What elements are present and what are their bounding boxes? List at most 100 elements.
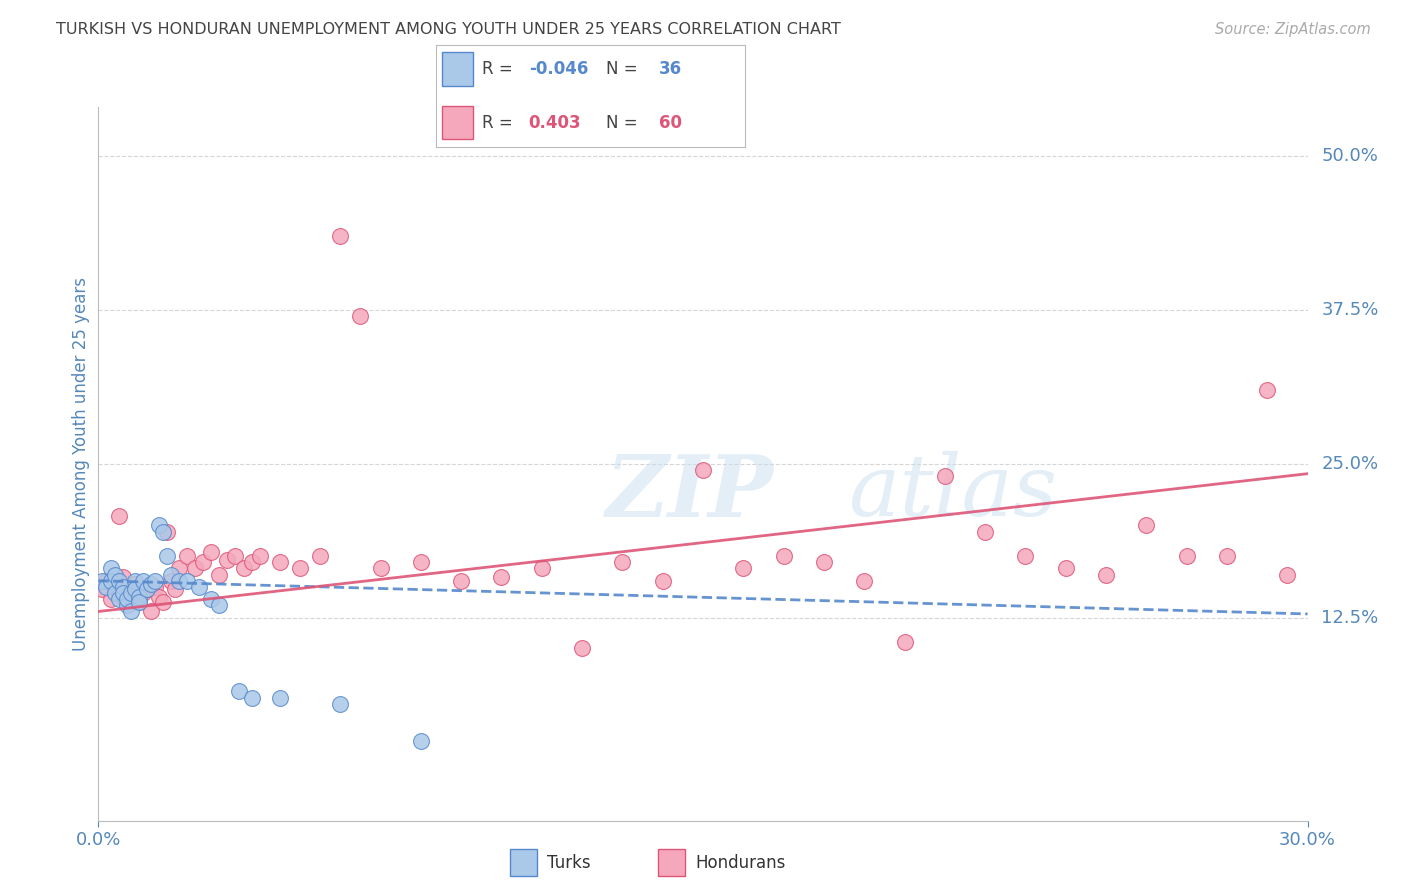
Point (128, 590, 150, 604)
Point (107, 586, 129, 600)
Point (288, 561, 311, 575)
Point (107, 574, 129, 588)
Point (115, 592, 138, 607)
Point (772, 549, 794, 563)
Point (893, 635, 915, 649)
Text: ZIP: ZIP (606, 450, 775, 534)
Point (156, 524, 179, 539)
Point (115, 582, 138, 597)
Point (120, 586, 142, 600)
Point (120, 605, 142, 619)
Text: -0.046: -0.046 (529, 61, 588, 78)
Text: 36: 36 (658, 61, 682, 78)
Point (167, 574, 190, 588)
Point (103, 586, 125, 600)
Point (135, 582, 157, 597)
Point (139, 605, 162, 619)
Point (96, 574, 118, 588)
Point (651, 574, 673, 588)
Point (160, 574, 183, 588)
Point (208, 599, 231, 613)
Point (167, 561, 190, 575)
Point (571, 641, 593, 656)
Text: 25.0%: 25.0% (1322, 455, 1379, 473)
Text: 50.0%: 50.0% (1322, 147, 1378, 165)
Text: N =: N = (606, 61, 643, 78)
Point (96, 580, 118, 594)
Point (152, 594, 174, 608)
Point (176, 574, 198, 588)
Point (107, 592, 129, 607)
Y-axis label: Unemployment Among Youth under 25 years: Unemployment Among Youth under 25 years (72, 277, 90, 651)
Point (200, 545, 222, 559)
Point (1277, 567, 1299, 582)
Text: R =: R = (482, 113, 523, 131)
Point (974, 524, 997, 539)
Point (100, 561, 122, 575)
Point (111, 580, 134, 594)
Point (1054, 561, 1077, 575)
Text: atlas: atlas (848, 451, 1057, 533)
Point (156, 549, 179, 563)
Point (143, 580, 166, 594)
Point (200, 592, 222, 607)
Point (176, 549, 198, 563)
Point (692, 463, 714, 477)
Point (329, 229, 352, 244)
Text: 0.403: 0.403 (529, 113, 581, 131)
Point (148, 518, 170, 533)
Point (124, 577, 146, 591)
Point (103, 567, 125, 582)
Point (139, 577, 162, 591)
Point (1135, 518, 1157, 533)
Point (269, 690, 291, 705)
Point (1256, 383, 1278, 397)
Point (249, 549, 271, 563)
Point (409, 733, 432, 747)
Point (813, 555, 835, 569)
Point (1175, 549, 1198, 563)
Point (163, 582, 186, 597)
Point (128, 594, 150, 608)
Text: N =: N = (606, 113, 643, 131)
Point (269, 555, 291, 569)
Point (188, 580, 211, 594)
Point (349, 309, 371, 323)
Point (132, 574, 155, 588)
Point (91, 574, 114, 588)
Point (853, 574, 876, 588)
Text: 12.5%: 12.5% (1322, 608, 1379, 627)
Text: 60: 60 (658, 113, 682, 131)
Point (217, 553, 239, 567)
Point (100, 592, 122, 607)
Point (128, 594, 150, 608)
Point (224, 549, 246, 563)
Point (612, 555, 634, 569)
Text: Source: ZipAtlas.com: Source: ZipAtlas.com (1215, 22, 1371, 37)
Point (111, 586, 134, 600)
Point (193, 555, 215, 569)
Text: Turks: Turks (547, 854, 591, 871)
Point (152, 524, 174, 539)
Point (103, 580, 125, 594)
Point (111, 570, 134, 584)
Point (132, 586, 155, 600)
Point (733, 561, 755, 575)
Point (240, 555, 263, 569)
Point (160, 567, 183, 582)
Point (240, 690, 263, 705)
Point (309, 549, 332, 563)
Text: Hondurans: Hondurans (695, 854, 786, 871)
FancyBboxPatch shape (658, 849, 685, 876)
Point (409, 555, 432, 569)
FancyBboxPatch shape (441, 106, 472, 139)
Point (100, 574, 122, 588)
Point (115, 599, 138, 613)
Point (491, 570, 513, 584)
Point (124, 582, 146, 597)
Point (107, 508, 129, 523)
Text: 37.5%: 37.5% (1322, 301, 1379, 319)
FancyBboxPatch shape (441, 53, 472, 86)
Point (208, 567, 231, 582)
Point (91, 582, 114, 597)
